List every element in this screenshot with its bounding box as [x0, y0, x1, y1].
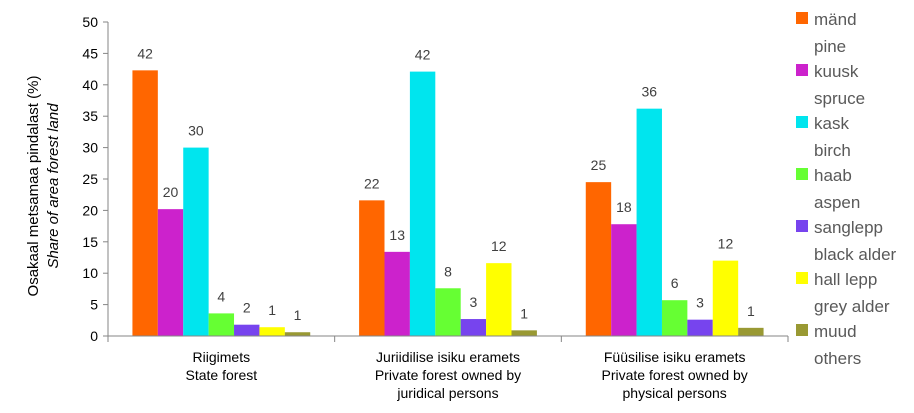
- y-tick-label: 25: [82, 171, 98, 187]
- bar-2-5: [712, 260, 739, 336]
- data-label: 30: [188, 123, 204, 139]
- y-tick-label: 50: [82, 14, 98, 30]
- bar-2-6: [738, 327, 764, 336]
- bar-2-3: [661, 300, 688, 336]
- legend-label-et: haab: [814, 166, 852, 185]
- y-axis-title: Osakaal metsamaa pindalast (%) Share of …: [25, 76, 62, 297]
- y-tick-label: 35: [82, 108, 98, 124]
- data-label: 1: [747, 303, 755, 319]
- y-tick-label: 30: [82, 140, 98, 156]
- bar-0-2: [183, 147, 209, 336]
- data-label: 13: [389, 227, 405, 243]
- y-tick-label: 45: [82, 45, 98, 61]
- category-label: Füüsilise isiku eramets: [604, 349, 746, 365]
- category-label: juridical persons: [396, 385, 498, 401]
- legend-label-et: mänd: [814, 10, 857, 29]
- legend: mänd pine kuusk spruce kask birch haab aspen san…: [796, 10, 897, 368]
- data-label: 3: [470, 294, 478, 310]
- legend-label-et: kask: [814, 114, 849, 133]
- axes-group: [107, 22, 789, 342]
- bar-2-2: [636, 108, 662, 336]
- bar-2-0: [585, 182, 612, 336]
- category-label: Private forest owned by: [375, 367, 521, 383]
- y-tick-label: 15: [82, 234, 98, 250]
- data-label: 18: [616, 199, 632, 215]
- data-label: 22: [364, 175, 380, 191]
- y-axis-ticks: 0 5 10 15 20 25 30 35 40 45 50: [82, 14, 108, 344]
- data-label: 8: [444, 263, 452, 279]
- data-label: 2: [243, 300, 251, 316]
- bar-2-1: [611, 224, 637, 336]
- data-label: 3: [696, 295, 704, 311]
- legend-label-en: birch: [814, 141, 851, 160]
- data-label: 1: [268, 302, 276, 318]
- bar-1-4: [460, 319, 487, 336]
- y-axis-title-secondary: Share of area forest land: [45, 103, 62, 269]
- data-label: 12: [491, 238, 507, 254]
- data-label: 4: [217, 288, 225, 304]
- legend-label-en: others: [814, 349, 861, 368]
- legend-swatch: [796, 64, 808, 76]
- data-label: 42: [137, 45, 153, 61]
- data-label: 20: [163, 184, 179, 200]
- y-axis-title-primary: Osakaal metsamaa pindalast (%): [25, 76, 42, 297]
- category-label: Riigimets: [193, 349, 251, 365]
- legend-label-et: sanglepp: [814, 218, 883, 237]
- legend-label-en: spruce: [814, 89, 865, 108]
- bar-1-0: [359, 200, 385, 336]
- bar-0-3: [208, 313, 235, 336]
- data-label: 36: [641, 84, 657, 100]
- bar-0-0: [132, 70, 158, 336]
- data-label: 12: [718, 236, 734, 252]
- bar-2-4: [687, 319, 713, 336]
- data-label: 25: [591, 157, 607, 173]
- bar-0-1: [157, 209, 184, 336]
- category-label: Private forest owned by: [602, 367, 748, 383]
- data-label: 42: [415, 47, 431, 63]
- y-tick-label: 40: [82, 77, 98, 93]
- legend-label-et: kuusk: [814, 62, 859, 81]
- y-tick-label: 10: [82, 265, 98, 281]
- category-labels-group: Riigimets State forest Juriidilise isiku e…: [186, 349, 748, 401]
- legend-label-en: aspen: [814, 193, 860, 212]
- data-label: 1: [520, 305, 528, 321]
- legend-label-et: muud: [814, 322, 857, 341]
- bar-1-1: [384, 251, 410, 336]
- legend-label-en: grey alder: [814, 297, 890, 316]
- legend-swatch: [796, 324, 808, 336]
- bar-series-group: [132, 70, 764, 336]
- y-tick-label: 5: [90, 297, 98, 313]
- legend-swatch: [796, 116, 808, 128]
- bar-1-3: [435, 288, 461, 336]
- legend-swatch: [796, 168, 808, 180]
- category-label: Juriidilise isiku eramets: [376, 349, 520, 365]
- legend-swatch: [796, 272, 808, 284]
- bar-1-2: [409, 71, 436, 336]
- category-label: physical persons: [623, 385, 727, 401]
- bar-1-5: [486, 263, 512, 336]
- data-label: 1: [294, 307, 302, 323]
- bar-1-6: [511, 330, 537, 336]
- legend-label-en: black alder: [814, 245, 897, 264]
- legend-swatch: [796, 220, 808, 232]
- legend-swatch: [796, 12, 808, 24]
- legend-label-et: hall lepp: [814, 270, 877, 289]
- bar-0-6: [284, 332, 311, 336]
- bar-0-5: [259, 327, 285, 336]
- category-label: State forest: [186, 367, 258, 383]
- y-tick-label: 0: [90, 328, 98, 344]
- data-label: 6: [671, 275, 679, 291]
- bar-0-4: [234, 324, 260, 336]
- legend-label-en: pine: [814, 37, 846, 56]
- y-tick-label: 20: [82, 202, 98, 218]
